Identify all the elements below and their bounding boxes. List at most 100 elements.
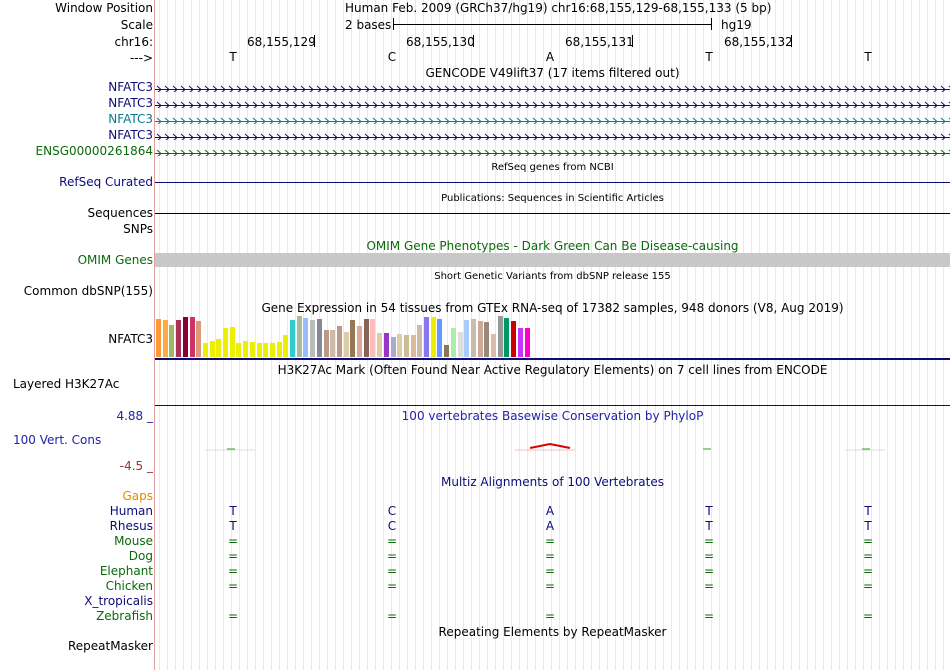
gtex-tissue-bar[interactable] [417, 325, 423, 357]
publications-track-label[interactable]: Sequences [87, 206, 153, 220]
gtex-tissue-bar[interactable] [330, 330, 336, 357]
alignment-base: = [544, 564, 556, 578]
gencode-transcript-3[interactable] [155, 115, 950, 124]
gtex-tissue-bar[interactable] [256, 343, 262, 357]
refseq-track-label[interactable]: RefSeq Curated [59, 175, 153, 189]
gencode-item-label-3[interactable]: NFATC3 [108, 112, 153, 126]
gtex-tissue-bar[interactable] [283, 335, 289, 357]
position-tick-2 [473, 35, 474, 47]
gencode-track-title[interactable]: GENCODE V49lift37 (17 items filtered out… [425, 66, 680, 80]
gtex-tissue-bar[interactable] [236, 343, 242, 357]
gtex-tissue-bar[interactable] [263, 343, 269, 357]
gtex-tissue-bar[interactable] [524, 328, 530, 357]
gtex-tissue-bar[interactable] [377, 333, 383, 357]
gencode-transcript-5[interactable] [155, 147, 950, 156]
gtex-tissue-bar[interactable] [350, 320, 356, 357]
gtex-tissue-bar[interactable] [249, 342, 255, 357]
gtex-tissue-bar[interactable] [450, 328, 456, 357]
gtex-tissue-bar[interactable] [517, 328, 523, 357]
gtex-tissue-bar[interactable] [430, 317, 436, 357]
omim-track-label[interactable]: OMIM Genes [77, 253, 153, 267]
gtex-tissue-bar[interactable] [424, 317, 429, 357]
gencode-transcript-4[interactable] [155, 131, 950, 140]
gtex-tissue-bar[interactable] [477, 321, 483, 357]
gtex-tissue-bar[interactable] [457, 332, 463, 357]
gtex-tissue-bar[interactable] [410, 335, 416, 357]
gtex-tissue-bar[interactable] [303, 318, 309, 357]
gtex-tissue-bar[interactable] [156, 319, 161, 357]
gtex-tissue-bar[interactable] [336, 326, 342, 357]
refseq-gene-line[interactable] [155, 182, 950, 183]
gtex-tissue-bar[interactable] [464, 320, 470, 357]
gencode-transcript-1[interactable] [155, 83, 950, 92]
gtex-tissue-bar[interactable] [323, 330, 329, 357]
gencode-item-label-4[interactable]: NFATC3 [108, 128, 153, 142]
multiz-track-title[interactable]: Multiz Alignments of 100 Vertebrates [440, 475, 665, 489]
gtex-tissue-bar[interactable] [243, 341, 249, 357]
gtex-bar-chart[interactable] [156, 316, 556, 357]
dbsnp-track-title[interactable]: Short Genetic Variants from dbSNP releas… [434, 271, 671, 282]
gtex-tissue-bar[interactable] [470, 319, 476, 357]
gtex-track-label[interactable]: NFATC3 [108, 332, 153, 346]
gtex-tissue-bar[interactable] [202, 343, 208, 357]
gtex-tissue-bar[interactable] [209, 341, 215, 357]
repeatmasker-track-title[interactable]: Repeating Elements by RepeatMasker [438, 625, 667, 639]
gtex-tissue-bar[interactable] [511, 321, 517, 357]
omim-track-title[interactable]: OMIM Gene Phenotypes - Dark Green Can Be… [366, 239, 739, 253]
gtex-tissue-bar[interactable] [229, 327, 235, 357]
gtex-tissue-bar[interactable] [383, 333, 389, 357]
gtex-tissue-bar[interactable] [182, 317, 188, 357]
gtex-tissue-bar[interactable] [176, 320, 182, 357]
guideline [839, 0, 840, 670]
gtex-tissue-bar[interactable] [223, 328, 228, 357]
phylop-track-title[interactable]: 100 vertebrates Basewise Conservation by… [401, 409, 704, 423]
gtex-tissue-bar[interactable] [276, 342, 282, 357]
dbsnp-track-label[interactable]: Common dbSNP(155) [23, 284, 153, 298]
guideline [783, 0, 784, 670]
gtex-tissue-bar[interactable] [370, 319, 376, 357]
gtex-tissue-bar[interactable] [491, 334, 496, 357]
guideline [615, 0, 616, 670]
publications-line[interactable] [155, 213, 950, 214]
gtex-tissue-bar[interactable] [363, 319, 369, 357]
phylop-track-label[interactable]: 100 Vert. Cons [13, 433, 102, 447]
gtex-tissue-bar[interactable] [316, 319, 322, 357]
h3k27ac-track-title[interactable]: H3K27Ac Mark (Often Found Near Active Re… [277, 363, 828, 377]
omim-gene-bar[interactable] [155, 253, 950, 267]
publications-track-title[interactable]: Publications: Sequences in Scientific Ar… [441, 193, 664, 204]
gtex-track-title[interactable]: Gene Expression in 54 tissues from GTEx … [261, 301, 844, 315]
gencode-item-label-5[interactable]: ENSG00000261864 [35, 144, 153, 158]
gtex-tissue-bar[interactable] [343, 332, 349, 357]
gtex-tissue-bar[interactable] [269, 343, 275, 357]
gtex-tissue-bar[interactable] [403, 335, 409, 357]
reference-base-4: T [705, 50, 713, 64]
phylop-signal[interactable] [155, 440, 950, 452]
gtex-tissue-bar[interactable] [162, 320, 168, 357]
refseq-track-title[interactable]: RefSeq genes from NCBI [491, 162, 614, 173]
guideline [383, 0, 384, 670]
gtex-tissue-bar[interactable] [357, 326, 362, 357]
gtex-tissue-bar[interactable] [290, 320, 295, 357]
gtex-tissue-bar[interactable] [189, 317, 195, 357]
h3k27ac-track-label[interactable]: Layered H3K27Ac [13, 377, 120, 391]
gtex-tissue-bar[interactable] [437, 319, 443, 357]
gtex-tissue-bar[interactable] [169, 325, 175, 357]
gencode-item-label-1[interactable]: NFATC3 [108, 80, 153, 94]
gtex-tissue-bar[interactable] [310, 320, 316, 357]
gtex-tissue-bar[interactable] [216, 339, 222, 357]
scale-bar-right-end [711, 18, 712, 30]
guideline [551, 0, 552, 670]
gencode-item-label-2[interactable]: NFATC3 [108, 96, 153, 110]
gtex-tissue-bar[interactable] [504, 318, 510, 357]
browser-image-panel[interactable]: Human Feb. 2009 (GRCh37/hg19) chr16:68,1… [155, 0, 950, 670]
gtex-tissue-bar[interactable] [196, 321, 202, 357]
repeatmasker-track-label[interactable]: RepeatMasker [67, 639, 153, 653]
snps-track-label[interactable]: SNPs [123, 222, 153, 236]
gtex-tissue-bar[interactable] [484, 322, 490, 357]
gencode-transcript-2[interactable] [155, 99, 950, 108]
gtex-tissue-bar[interactable] [296, 316, 302, 357]
gtex-tissue-bar[interactable] [444, 345, 450, 357]
gtex-tissue-bar[interactable] [497, 316, 503, 357]
gtex-tissue-bar[interactable] [397, 334, 403, 357]
gtex-tissue-bar[interactable] [390, 337, 396, 357]
